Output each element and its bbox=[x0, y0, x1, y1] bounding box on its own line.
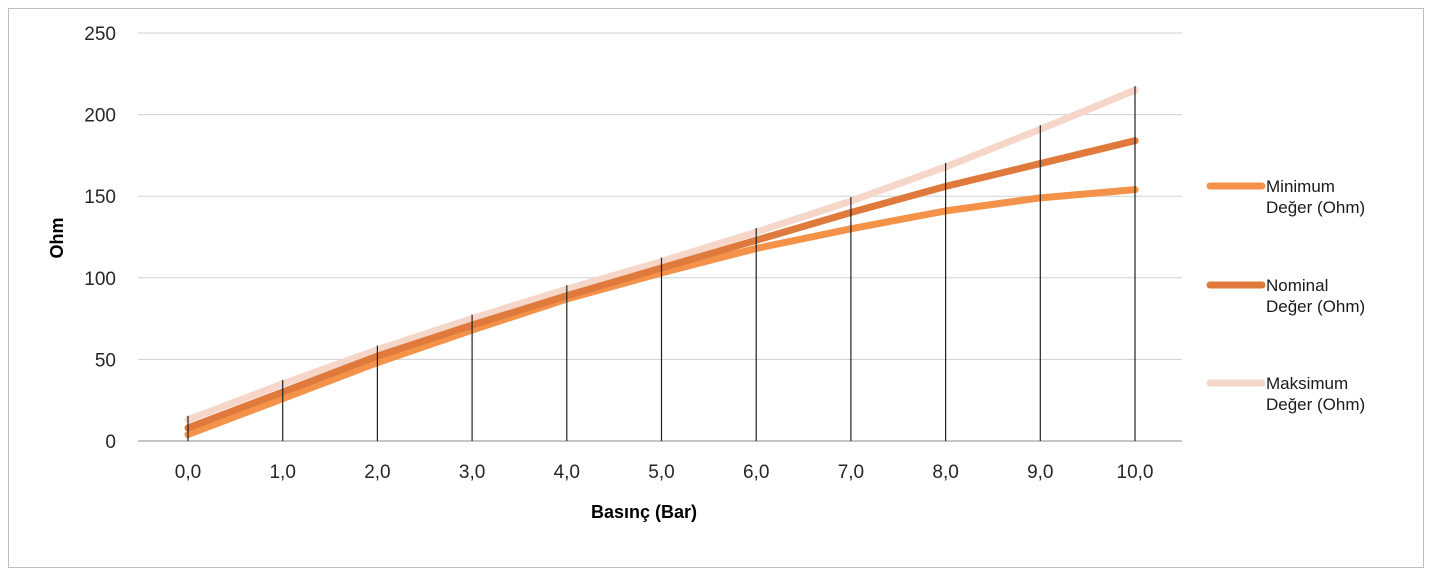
y-tick-label: 50 bbox=[95, 350, 116, 371]
y-axis-ticks: 0 50 100 150 200 250 bbox=[84, 24, 116, 453]
y-tick-label: 250 bbox=[84, 24, 116, 45]
x-tick-label: 4,0 bbox=[554, 462, 580, 483]
legend-label: Değer (Ohm) bbox=[1266, 395, 1365, 414]
chart-frame bbox=[8, 8, 1424, 568]
line-chart: 0 50 100 150 200 250 0,0 1,0 2,0 3,0 4,0 5,0 6,0 7,0… bbox=[47, 24, 1365, 522]
x-tick-label: 0,0 bbox=[175, 462, 201, 483]
x-tick-label: 8,0 bbox=[932, 462, 958, 483]
x-axis-title: Basınç (Bar) bbox=[591, 502, 697, 522]
drop-lines bbox=[187, 86, 1136, 441]
legend-label: Nominal bbox=[1266, 276, 1328, 295]
legend-label: Maksimum bbox=[1266, 374, 1348, 393]
x-tick-label: 3,0 bbox=[459, 462, 485, 483]
legend-label: Minimum bbox=[1266, 177, 1335, 196]
x-tick-label: 9,0 bbox=[1027, 462, 1053, 483]
y-axis-title: Ohm bbox=[47, 217, 67, 258]
y-tick-label: 100 bbox=[84, 269, 116, 290]
y-tick-label: 200 bbox=[84, 106, 116, 127]
x-tick-label: 10,0 bbox=[1117, 462, 1154, 483]
x-tick-label: 1,0 bbox=[269, 462, 295, 483]
x-tick-label: 2,0 bbox=[364, 462, 390, 483]
y-tick-label: 0 bbox=[105, 432, 116, 453]
x-axis-ticks: 0,0 1,0 2,0 3,0 4,0 5,0 6,0 7,0 8,0 9,0 10,0 bbox=[175, 462, 1154, 483]
y-tick-label: 150 bbox=[84, 187, 116, 208]
legend: Minimum Değer (Ohm) Nominal Değer (Ohm) Maks… bbox=[1206, 177, 1365, 414]
x-tick-label: 5,0 bbox=[648, 462, 674, 483]
legend-label: Değer (Ohm) bbox=[1266, 297, 1365, 316]
gridlines bbox=[138, 32, 1182, 442]
x-tick-label: 6,0 bbox=[743, 462, 769, 483]
x-tick-label: 7,0 bbox=[838, 462, 864, 483]
legend-label: Değer (Ohm) bbox=[1266, 198, 1365, 217]
